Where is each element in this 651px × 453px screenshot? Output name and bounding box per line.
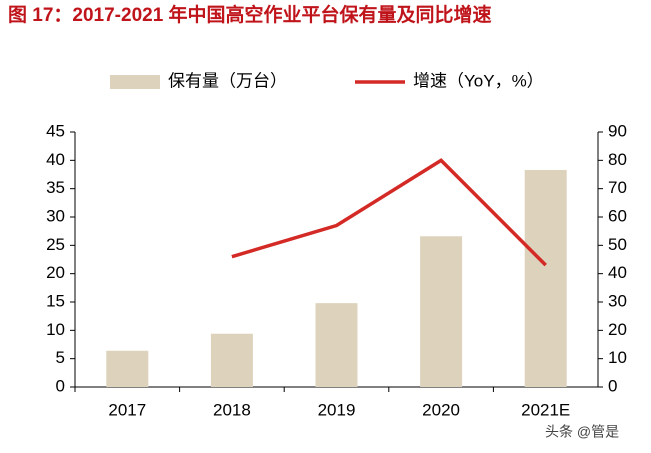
bar [420,236,463,387]
legend-label: 增速（YoY，%） [413,71,544,90]
y-tick-label: 35 [46,178,65,197]
x-tick-label: 2017 [108,400,146,419]
y2-tick-label: 0 [608,376,617,395]
y2-tick-label: 80 [608,150,627,169]
y2-tick-label: 40 [608,263,627,282]
x-tick-label: 2018 [213,400,251,419]
bar [210,333,253,387]
chart-title: 图 17：2017-2021 年中国高空作业平台保有量及同比增速 [8,3,492,26]
y-tick-label: 40 [46,150,65,169]
x-tick-label: 2020 [422,400,460,419]
legend-swatch [110,75,160,89]
watermark: 头条 @管是 [545,424,619,440]
y-tick-label: 5 [56,348,65,367]
line [231,158,547,267]
y-tick-label: 25 [46,235,65,254]
bar [524,169,567,387]
y-tick-label: 20 [46,263,65,282]
y2-tick-label: 90 [608,121,627,140]
y-tick-label: 15 [46,291,65,310]
y2-tick-label: 30 [608,291,627,310]
bar [315,303,358,387]
y2-tick-label: 50 [608,235,627,254]
x-tick-label: 2021E [521,400,570,419]
y2-tick-label: 20 [608,320,627,339]
y2-tick-label: 70 [608,178,627,197]
bar [106,350,149,387]
y-tick-label: 0 [56,376,65,395]
y-tick-label: 45 [46,121,65,140]
x-tick-label: 2019 [318,400,356,419]
y-tick-label: 10 [46,320,65,339]
y2-tick-label: 60 [608,206,627,225]
legend-label: 保有量（万台） [168,71,287,90]
y-tick-label: 30 [46,206,65,225]
y2-tick-label: 10 [608,348,627,367]
